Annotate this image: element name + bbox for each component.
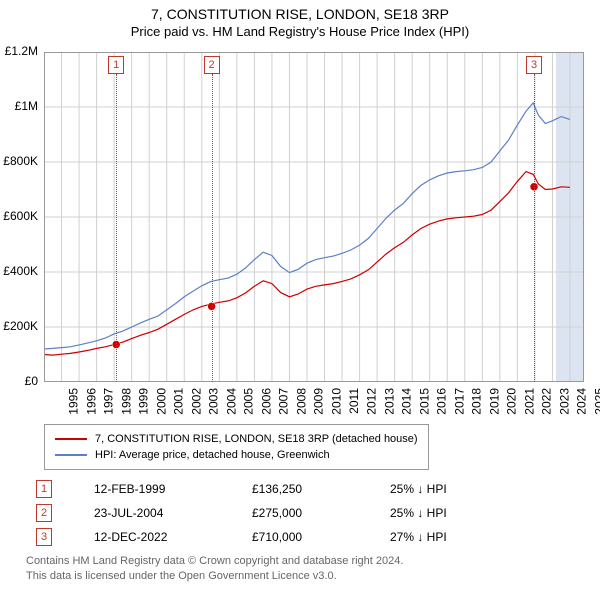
- x-tick-label: 2020: [505, 388, 519, 415]
- x-tick-label: 1997: [102, 388, 116, 415]
- chart-area: 123 £0£200K£400K£600K£800K£1M£1.2M 19951…: [44, 52, 584, 382]
- sale-flag-line: [534, 74, 535, 382]
- x-tick-label: 2019: [487, 388, 501, 415]
- legend-item: 7, CONSTITUTION RISE, LONDON, SE18 3RP (…: [55, 431, 418, 447]
- x-tick-label: 2007: [277, 388, 291, 415]
- x-tick-label: 2021: [523, 388, 537, 415]
- x-tick-label: 2018: [470, 388, 484, 415]
- sale-row: 1 12-FEB-1999£136,25025% ↓ HPI: [28, 478, 455, 500]
- legend-swatch: [55, 438, 87, 440]
- sale-flag: 2: [204, 56, 220, 74]
- attribution-line-1: Contains HM Land Registry data © Crown c…: [26, 554, 403, 569]
- x-tick-label: 1998: [119, 388, 133, 415]
- x-tick-label: 2012: [365, 388, 379, 415]
- x-tick-label: 2001: [172, 388, 186, 415]
- sale-delta: 27% ↓ HPI: [382, 526, 455, 548]
- sales-table: 1 12-FEB-1999£136,25025% ↓ HPI 2 23-JUL-200…: [26, 476, 457, 550]
- attribution-line-2: This data is licensed under the Open Gov…: [26, 569, 403, 584]
- sale-flag-cell: 2: [36, 504, 52, 522]
- x-tick-label: 2023: [558, 388, 572, 415]
- subtitle: Price paid vs. HM Land Registry's House …: [0, 24, 600, 39]
- sale-delta: 25% ↓ HPI: [382, 502, 455, 524]
- y-tick-label: £1.2M: [0, 44, 38, 58]
- y-tick-label: £400K: [0, 264, 38, 278]
- x-tick-label: 2024: [575, 388, 589, 415]
- x-tick-label: 2003: [207, 388, 221, 415]
- x-tick-label: 2025: [593, 388, 600, 415]
- x-tick-label: 2005: [242, 388, 256, 415]
- x-tick-label: 2009: [312, 388, 326, 415]
- y-tick-label: £0: [0, 374, 38, 388]
- sale-row: 3 12-DEC-2022£710,00027% ↓ HPI: [28, 526, 455, 548]
- sale-date: 12-FEB-1999: [86, 478, 242, 500]
- x-tick-label: 2017: [452, 388, 466, 415]
- sale-flag-cell: 1: [36, 480, 52, 498]
- sale-row: 2 23-JUL-2004£275,00025% ↓ HPI: [28, 502, 455, 524]
- sale-flag: 1: [108, 56, 124, 74]
- attribution: Contains HM Land Registry data © Crown c…: [26, 554, 403, 584]
- sale-flag-cell: 3: [36, 528, 52, 546]
- sale-delta: 25% ↓ HPI: [382, 478, 455, 500]
- x-tick-label: 1995: [67, 388, 81, 415]
- x-tick-label: 2016: [435, 388, 449, 415]
- x-tick-label: 1996: [84, 388, 98, 415]
- titles: 7, CONSTITUTION RISE, LONDON, SE18 3RP P…: [0, 0, 600, 39]
- sale-price: £275,000: [244, 502, 380, 524]
- x-tick-label: 1999: [137, 388, 151, 415]
- x-tick-label: 2002: [189, 388, 203, 415]
- x-tick-label: 2008: [295, 388, 309, 415]
- sale-flag: 3: [526, 56, 542, 74]
- y-tick-label: £200K: [0, 319, 38, 333]
- x-tick-label: 2006: [260, 388, 274, 415]
- title: 7, CONSTITUTION RISE, LONDON, SE18 3RP: [0, 6, 600, 22]
- legend-label: HPI: Average price, detached house, Gree…: [95, 449, 330, 461]
- x-tick-label: 2013: [382, 388, 396, 415]
- x-tick-label: 2000: [154, 388, 168, 415]
- sale-flag-line: [212, 74, 213, 382]
- x-tick-label: 2010: [330, 388, 344, 415]
- sale-date: 12-DEC-2022: [86, 526, 242, 548]
- legend-label: 7, CONSTITUTION RISE, LONDON, SE18 3RP (…: [95, 433, 418, 445]
- legend-item: HPI: Average price, detached house, Gree…: [55, 447, 418, 463]
- x-tick-label: 2014: [400, 388, 414, 415]
- sale-price: £710,000: [244, 526, 380, 548]
- sale-flag-line: [116, 74, 117, 382]
- chart-container: 7, CONSTITUTION RISE, LONDON, SE18 3RP P…: [0, 0, 600, 590]
- x-tick-label: 2004: [224, 388, 238, 415]
- y-tick-label: £1M: [0, 99, 38, 113]
- y-tick-label: £800K: [0, 154, 38, 168]
- x-tick-label: 2022: [540, 388, 554, 415]
- plot-svg: [44, 52, 584, 382]
- x-tick-label: 2015: [417, 388, 431, 415]
- x-tick-label: 2011: [346, 388, 360, 414]
- legend: 7, CONSTITUTION RISE, LONDON, SE18 3RP (…: [44, 424, 429, 470]
- legend-swatch: [55, 454, 87, 456]
- sale-price: £136,250: [244, 478, 380, 500]
- y-tick-label: £600K: [0, 209, 38, 223]
- sale-date: 23-JUL-2004: [86, 502, 242, 524]
